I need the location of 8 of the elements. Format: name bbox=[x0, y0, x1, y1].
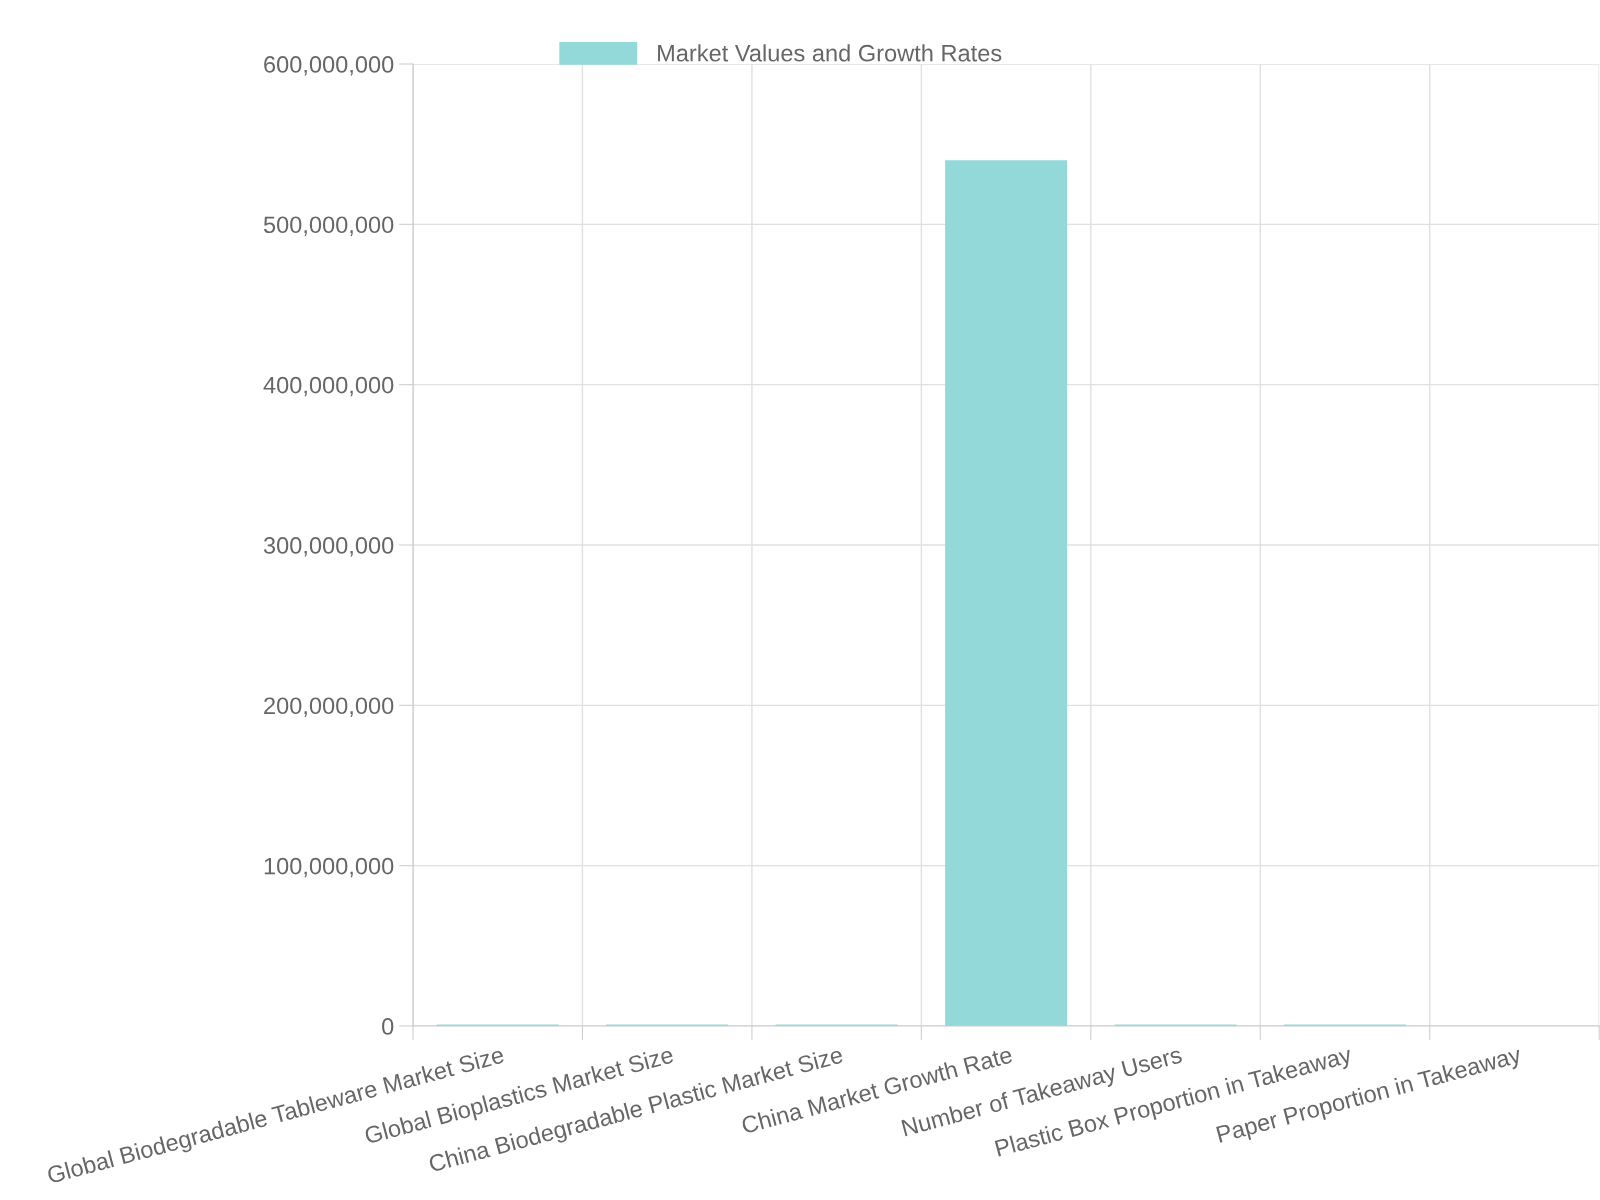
legend-label: Market Values and Growth Rates bbox=[658, 44, 1002, 62]
y-tick-label: 400,000,000 bbox=[263, 376, 394, 397]
y-tick-label: 200,000,000 bbox=[264, 697, 394, 717]
y-tick-label: 100,000,000 bbox=[264, 857, 394, 878]
y-tick-label: 0 bbox=[382, 1018, 394, 1035]
y-tick-label: 500,000,000 bbox=[263, 216, 394, 236]
y-tick-label: 600,000,000 bbox=[264, 56, 394, 76]
y-tick-label: 300,000,000 bbox=[263, 537, 394, 557]
